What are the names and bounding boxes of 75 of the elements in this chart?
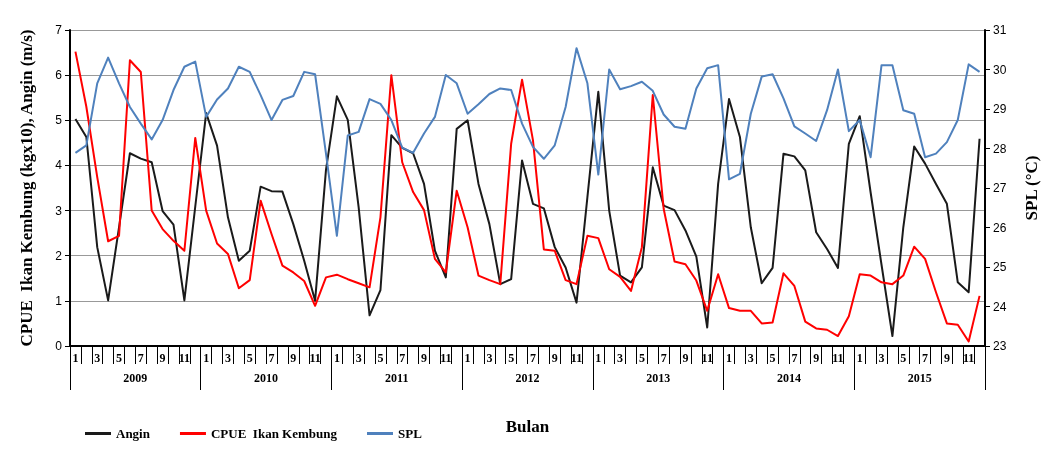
x-tick-label: 9 bbox=[290, 351, 297, 365]
x-tick-label: 9 bbox=[682, 351, 689, 365]
x-tick-label: 1 bbox=[856, 351, 863, 365]
x-tick-label: 9 bbox=[551, 351, 558, 365]
y2-tick-label: 30 bbox=[993, 62, 1007, 77]
x-tick-label: 3 bbox=[617, 351, 624, 365]
x-tick-label: 7 bbox=[791, 351, 798, 365]
x-tick-label: 9 bbox=[159, 351, 166, 365]
text: 2015 bbox=[907, 371, 932, 385]
y-tick-label: 1 bbox=[55, 293, 63, 308]
x-axis-title: Bulan bbox=[505, 417, 550, 436]
y2-tick-label: 29 bbox=[993, 102, 1007, 116]
x-tick-label: 7 bbox=[660, 351, 667, 365]
y-tick-label: 0 bbox=[55, 339, 63, 353]
y2-tick-label: 28 bbox=[993, 141, 1007, 156]
x-tick-label: 7 bbox=[268, 351, 275, 365]
y-tick-label: 7 bbox=[55, 23, 63, 37]
x-tick-label: 7 bbox=[399, 351, 406, 365]
x-tick-label: 7 bbox=[529, 351, 536, 365]
x-tick-label: 5 bbox=[377, 351, 384, 365]
y2-tick-label: 24 bbox=[993, 299, 1007, 314]
x-tick-label: 1 bbox=[72, 351, 79, 365]
y2-tick-label: 26 bbox=[993, 220, 1007, 235]
x-tick-label: 1 bbox=[333, 351, 340, 365]
x-tick-label: 11 bbox=[309, 351, 321, 365]
x-tick-label: 3 bbox=[224, 351, 231, 365]
x-tick-label: 1 bbox=[595, 351, 602, 365]
x-tick-label: 3 bbox=[747, 351, 754, 365]
x-tick-label: 5 bbox=[638, 351, 645, 365]
legend-label: SPL bbox=[398, 426, 423, 441]
y-tick-label: 5 bbox=[55, 113, 63, 128]
y2-tick-label: 31 bbox=[993, 23, 1007, 37]
y-tick-label: 6 bbox=[55, 68, 63, 83]
x-tick-label: 11 bbox=[962, 351, 975, 365]
x-tick-label: 5 bbox=[508, 351, 515, 365]
x-tick-label: 1 bbox=[464, 351, 471, 365]
x-tick-label: 7 bbox=[137, 351, 144, 365]
y2-axis-title: SPL (°C) bbox=[1022, 155, 1041, 221]
x-tick-label: 9 bbox=[813, 351, 820, 365]
y2-tick-label: 23 bbox=[993, 339, 1007, 353]
x-tick-label: 9 bbox=[943, 351, 950, 365]
line-series bbox=[74, 47, 981, 237]
x-tick-label: 11 bbox=[178, 351, 191, 365]
x-tick-label: 1 bbox=[203, 351, 210, 365]
x-tick-label: 5 bbox=[769, 351, 776, 365]
x-tick-label: 5 bbox=[246, 351, 253, 365]
x-tick-label: 11 bbox=[440, 351, 452, 365]
x-tick-label: 3 bbox=[355, 351, 362, 365]
x-tick-label: 11 bbox=[701, 351, 713, 365]
x-tick-label: 11 bbox=[832, 351, 844, 365]
y-tick-label: 4 bbox=[55, 158, 63, 173]
x-tick-label: 3 bbox=[486, 351, 493, 365]
x-tick-label: 5 bbox=[116, 351, 123, 365]
x-tick-label: 1 bbox=[726, 351, 733, 365]
y2-tick-label: 27 bbox=[993, 181, 1007, 195]
text: 2009 bbox=[123, 371, 148, 385]
text: 2010 bbox=[254, 371, 279, 385]
x-tick-label: 11 bbox=[570, 351, 583, 365]
x-tick-label: 3 bbox=[878, 351, 885, 365]
x-tick-label: 5 bbox=[900, 351, 907, 365]
y-tick-label: 3 bbox=[55, 203, 63, 218]
text: 2013 bbox=[646, 371, 671, 385]
y-axis-title: CPUE Ikan Kembung (kgx10), Angin (m/s) bbox=[17, 29, 36, 347]
x-tick-label: 3 bbox=[94, 351, 101, 365]
y-tick-label: 2 bbox=[55, 248, 63, 263]
x-tick-label: 7 bbox=[922, 351, 929, 365]
line-series bbox=[74, 90, 981, 338]
y2-tick-label: 25 bbox=[993, 260, 1007, 274]
x-tick-label: 9 bbox=[421, 351, 428, 365]
legend-label: CPUE Ikan Kembung bbox=[210, 426, 338, 441]
text: 2014 bbox=[776, 371, 801, 385]
text: 2012 bbox=[515, 371, 540, 385]
legend-label: Angin bbox=[116, 426, 151, 441]
text: 2011 bbox=[385, 371, 409, 385]
line-series bbox=[74, 50, 981, 343]
